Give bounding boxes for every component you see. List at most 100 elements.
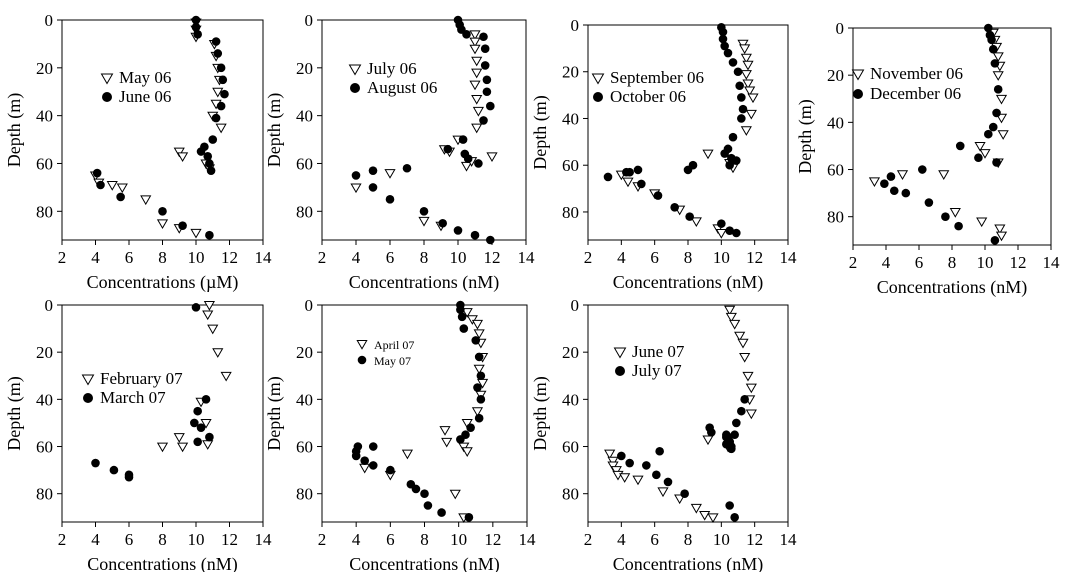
y-tick-label: 60 [562,156,579,175]
x-axis-label: Concentrations (nM) [613,272,763,293]
data-point-triangle [739,44,751,55]
x-tick-label: 12 [746,248,763,267]
data-point-circle [438,218,448,228]
data-point-triangle [994,224,1006,235]
data-point-circle [479,32,488,42]
data-point-circle [988,44,998,54]
data-point-circle [486,101,495,111]
legend-label: December 06 [870,84,961,103]
data-point-triangle [350,183,362,194]
y-tick-label: 80 [36,202,53,221]
y-tick-label: 20 [827,66,844,85]
x-tick-label: 10 [188,248,205,267]
data-point-triangle [449,489,461,500]
data-point-circle [955,141,965,151]
data-point-circle [725,501,734,510]
data-point-circle [178,221,187,230]
data-point-circle [707,428,716,437]
data-point-circle [205,432,214,442]
x-axis-label: Concentrations (nM) [613,554,763,572]
data-point-circle [992,158,1001,167]
legend-marker [81,374,95,386]
x-tick-label: 14 [780,248,798,267]
data-point-triangle [173,433,185,443]
data-point-triangle [729,319,741,330]
data-point-circle [458,135,468,144]
data-point-triangle [473,364,485,375]
data-point-triangle [469,30,481,41]
data-point-circle [924,198,934,207]
y-tick-label: 40 [296,390,313,409]
data-point-triangle [949,208,961,218]
x-tick-label: 6 [386,530,395,549]
data-point-circle [653,191,663,200]
data-point-circle [728,132,738,142]
data-point-triangle [742,371,754,382]
x-tick-label: 4 [352,530,361,549]
data-point-circle [728,58,738,67]
data-point-triangle [992,52,1004,63]
data-point-triangle [384,169,396,179]
x-axis-label: Concentrations (nM) [349,554,499,572]
legend-label: February 07 [100,369,183,388]
data-point-circle [974,153,983,163]
data-point-circle [718,34,728,44]
data-point-triangle [715,229,727,239]
data-point-circle [720,41,729,51]
x-tick-label: 6 [915,253,924,272]
y-axis-label: Depth (m) [795,99,816,173]
data-point-circle [463,154,473,163]
data-point-circle [420,489,429,498]
data-point-circle [984,129,993,139]
data-point-circle [92,168,102,178]
data-point-triangle [742,60,754,71]
data-point-circle [992,108,1001,118]
panel-2: 2 4 6 8 10 12 14 0 20 40 60 80 Concentrations (nM) De… [264,11,535,293]
data-point-triangle [207,324,219,335]
data-point-triangle [707,513,719,524]
y-tick-label: 0 [45,296,54,315]
data-point-circle [738,104,748,114]
data-point-triangle [619,473,631,483]
x-tick-label: 10 [450,530,467,549]
data-point-triangle [745,409,757,420]
data-point-triangle [737,39,749,50]
x-tick-label: 10 [713,530,730,549]
data-point-circle [730,430,739,440]
data-point-circle [725,226,734,235]
data-point-triangle [401,449,414,460]
x-tick-label: 12 [484,530,501,549]
legend-marker [591,73,605,85]
legend-label: May 06 [119,68,171,87]
data-point-circle [211,37,221,46]
panel-4: 2 4 6 8 10 12 14 0 20 40 60 80 Concentrations (nM) De… [795,19,1060,298]
data-point-circle [474,159,483,168]
data-point-triangle [469,80,481,91]
y-tick-label: 60 [296,438,313,457]
data-point-circle [385,195,395,204]
data-point-triangle [461,447,473,457]
x-tick-label: 6 [125,530,134,549]
data-point-triangle [439,426,451,436]
data-point-triangle [740,70,752,80]
data-point-triangle [156,442,169,453]
x-tick-label: 10 [188,530,205,549]
legend-label: October 06 [610,87,686,106]
data-point-triangle [212,348,224,358]
data-point-circle [453,226,463,235]
x-tick-label: 12 [221,530,238,549]
data-point-circle [880,179,889,188]
data-point-circle [368,461,378,470]
y-axis-label: Depth (m) [530,95,551,169]
data-point-circle [637,179,646,189]
panel-5: 2 4 6 8 10 12 14 0 20 40 60 80 Concentrations (nM) De… [4,296,272,572]
x-tick-label: 8 [684,530,693,549]
y-axis-label: Depth (m) [4,93,25,167]
data-point-triangle [106,181,118,191]
data-point-triangle [690,217,702,228]
data-point-circle [732,228,741,238]
data-point-triangle [471,68,483,79]
data-point-circle [886,172,896,181]
data-point-circle [196,147,206,156]
data-point-triangle [724,305,736,316]
